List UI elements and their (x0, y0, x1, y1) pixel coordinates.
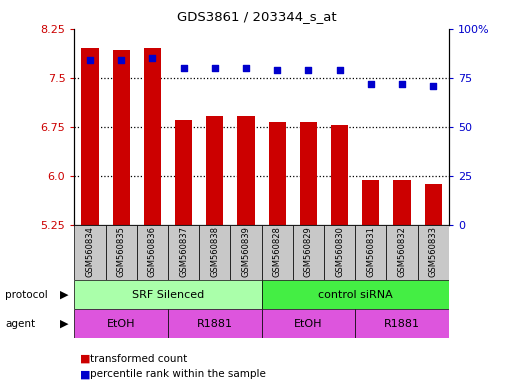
Point (180, 65, 188, 71)
Text: GSM560835: GSM560835 (116, 226, 126, 277)
Text: R1881: R1881 (197, 318, 233, 329)
Bar (74, 309, 168, 338)
Bar (74, 280, 262, 309)
Text: control siRNA: control siRNA (318, 290, 392, 300)
Text: ■: ■ (80, 354, 90, 364)
Bar (269, 122, 286, 225)
Bar (238, 116, 254, 225)
Text: ▶: ▶ (60, 318, 68, 329)
Bar (144, 48, 161, 225)
Bar (137, 225, 168, 280)
Bar (386, 225, 418, 280)
Bar (324, 225, 355, 280)
Bar (168, 309, 262, 338)
Bar (262, 280, 449, 309)
Bar (113, 50, 130, 225)
Bar (175, 120, 192, 225)
Point (304, 67, 312, 73)
Text: GSM560830: GSM560830 (335, 226, 344, 277)
Point (148, 55, 156, 61)
Bar (331, 125, 348, 225)
Bar (168, 225, 199, 280)
Bar (199, 225, 230, 280)
Bar (293, 225, 324, 280)
Point (117, 57, 125, 63)
Text: EtOH: EtOH (107, 318, 135, 329)
Bar (355, 309, 449, 338)
Bar (300, 122, 317, 225)
Bar (425, 184, 442, 225)
Point (211, 65, 219, 71)
Text: percentile rank within the sample: percentile rank within the sample (90, 369, 266, 379)
Text: protocol: protocol (5, 290, 48, 300)
Text: EtOH: EtOH (294, 318, 323, 329)
Bar (393, 180, 410, 225)
Bar (74, 225, 106, 280)
Point (242, 65, 250, 71)
Point (429, 83, 438, 89)
Bar (262, 225, 293, 280)
Point (336, 67, 344, 73)
Text: GSM560831: GSM560831 (366, 226, 376, 277)
Bar (206, 116, 223, 225)
Bar (418, 225, 449, 280)
Point (398, 81, 406, 87)
Text: GSM560829: GSM560829 (304, 226, 313, 277)
Text: GSM560837: GSM560837 (179, 226, 188, 277)
Text: ▶: ▶ (60, 290, 68, 300)
Text: GSM560833: GSM560833 (429, 226, 438, 277)
Bar (262, 309, 355, 338)
Text: GSM560834: GSM560834 (86, 226, 94, 277)
Text: agent: agent (5, 318, 35, 329)
Text: R1881: R1881 (384, 318, 420, 329)
Point (367, 81, 375, 87)
Point (86, 57, 94, 63)
Text: GSM560836: GSM560836 (148, 226, 157, 277)
Bar (106, 225, 137, 280)
Text: GSM560828: GSM560828 (273, 226, 282, 277)
Bar (355, 225, 386, 280)
Point (273, 67, 281, 73)
Text: SRF Silenced: SRF Silenced (132, 290, 204, 300)
Text: GSM560838: GSM560838 (210, 226, 220, 277)
Bar (82, 48, 98, 225)
Bar (230, 225, 262, 280)
Text: GDS3861 / 203344_s_at: GDS3861 / 203344_s_at (176, 10, 337, 23)
Bar (362, 180, 380, 225)
Text: ■: ■ (80, 369, 90, 379)
Text: GSM560832: GSM560832 (398, 226, 407, 277)
Text: GSM560839: GSM560839 (242, 226, 250, 277)
Text: transformed count: transformed count (90, 354, 187, 364)
